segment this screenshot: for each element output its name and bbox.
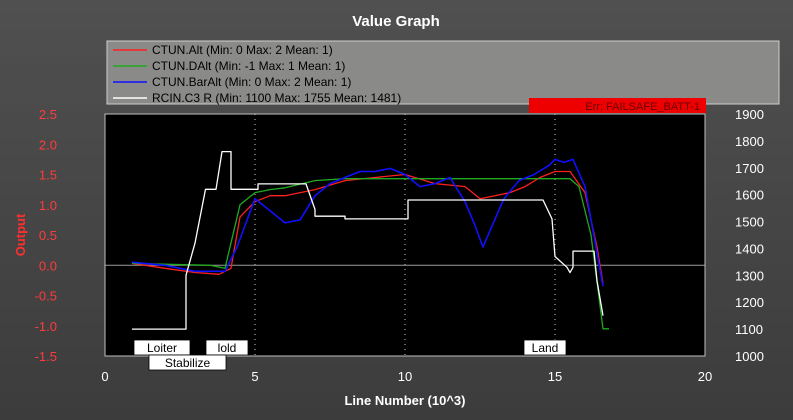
legend: CTUN.Alt (Min: 0 Max: 2 Mean: 1) CTUN.DA… [106, 40, 780, 105]
legend-box [106, 40, 780, 105]
right-axis: 1900 1800 1700 1600 1500 1400 1300 1200 1100 1000 [735, 107, 764, 364]
y-tick-label: 2.5 [39, 107, 57, 122]
y-tick-label: 2.0 [39, 137, 57, 152]
series-line-ctun-baralt [131, 158, 604, 287]
x-axis: 0 5 10 15 20 [101, 369, 712, 384]
error-banner: Err: FAILSAFE_BATT-1 [529, 98, 706, 113]
mode-label-stabilize: Stabilize [148, 354, 227, 371]
mode-label-loiter: Loiter [133, 339, 191, 356]
series-lines [131, 150, 609, 330]
y2-tick-label: 1900 [735, 107, 764, 122]
mode-box [523, 339, 567, 356]
plot-frame [104, 113, 706, 357]
series-line-rcin-c3-r [132, 150, 604, 330]
legend-item-rcin: RCIN.C3 R (Min: 1100 Max: 1755 Mean: 148… [152, 91, 401, 105]
y-tick-label: -1.0 [35, 319, 57, 334]
y-tick-label: 0.5 [39, 228, 57, 243]
y2-tick-label: 1000 [735, 349, 764, 364]
y2-tick-label: 1200 [735, 295, 764, 310]
mode-box [205, 339, 249, 356]
error-banner-box [529, 98, 706, 113]
y2-tick-label: 1300 [735, 268, 764, 283]
y-tick-label: -0.5 [35, 289, 57, 304]
y-tick-label: 1.5 [39, 168, 57, 183]
y-tick-label: -1.5 [35, 349, 57, 364]
x-tick-label: 20 [698, 369, 712, 384]
mode-text: Land [532, 341, 559, 355]
chart-title: Value Graph [352, 13, 440, 30]
y-tick-label: 1.0 [39, 198, 57, 213]
x-tick-label: 10 [398, 369, 412, 384]
y-tick-label: 0.0 [39, 258, 57, 273]
left-axis: 2.5 2.0 1.5 1.0 0.5 0.0 -0.5 -1.0 -1.5 [35, 107, 57, 364]
y2-tick-label: 1700 [735, 161, 764, 176]
legend-item-dalt: CTUN.DAlt (Min: -1 Max: 1 Mean: 1) [152, 59, 345, 73]
y2-tick-label: 1400 [735, 241, 764, 256]
legend-item-alt: CTUN.Alt (Min: 0 Max: 2 Mean: 1) [152, 43, 333, 57]
mode-text: Stabilize [165, 356, 211, 370]
mode-label-lold: lold [205, 339, 249, 356]
mode-label-land: Land [523, 339, 567, 356]
y2-tick-label: 1600 [735, 188, 764, 203]
legend-item-baralt: CTUN.BarAlt (Min: 0 Max: 2 Mean: 1) [152, 75, 351, 89]
x-tick-label: 5 [251, 369, 258, 384]
flight-mode-annotations: Loiter lold Stabilize Land [133, 339, 567, 371]
x-tick-label: 0 [101, 369, 108, 384]
y2-tick-label: 1800 [735, 134, 764, 149]
y2-tick-label: 1100 [735, 322, 763, 337]
mode-text: Loiter [147, 341, 177, 355]
x-tick-label: 15 [548, 369, 562, 384]
mode-text: lold [218, 341, 237, 355]
mode-box [148, 354, 227, 371]
y-axis-label: Output [13, 213, 28, 256]
x-axis-label: Line Number (10^3) [344, 393, 465, 408]
series-line-ctun-dalt [131, 178, 609, 330]
error-banner-text: Err: FAILSAFE_BATT-1 [585, 101, 700, 113]
y2-tick-label: 1500 [735, 215, 764, 230]
